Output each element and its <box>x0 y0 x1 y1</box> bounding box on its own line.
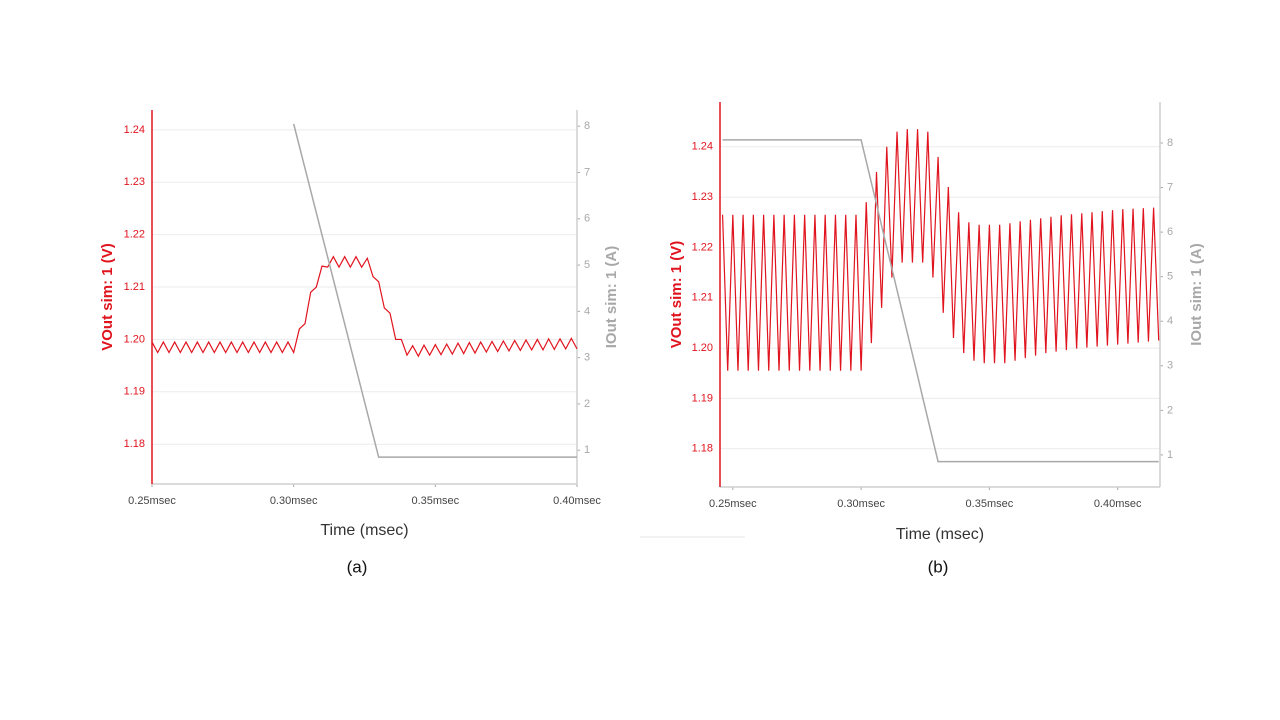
y2-tick-label: 2 <box>1167 404 1173 416</box>
y2-tick-label: 8 <box>1167 137 1173 149</box>
x-tick-label: 0.40msec <box>553 495 601 507</box>
series-line <box>292 123 577 458</box>
series-line <box>151 255 578 358</box>
x-tick-label: 0.35msec <box>966 498 1014 510</box>
y2-tick-label: 8 <box>584 120 590 132</box>
x-tick-label: 0.35msec <box>411 495 459 507</box>
y-axis-title: VOut sim: 1 (V) <box>99 243 116 351</box>
y2-tick-label: 3 <box>1167 360 1173 372</box>
y2-tick-label: 2 <box>584 398 590 410</box>
y-tick-label: 1.20 <box>692 342 713 354</box>
x-axis-title: Time (msec) <box>896 526 984 543</box>
y2-tick-label: 1 <box>1167 449 1173 461</box>
y2-tick-label: 3 <box>584 352 590 364</box>
y2-tick-label: 5 <box>584 259 590 271</box>
caption: (b) <box>928 557 949 576</box>
x-tick-label: 0.25msec <box>128 495 176 507</box>
x-tick-label: 0.30msec <box>270 495 318 507</box>
y-tick-label: 1.24 <box>124 124 145 136</box>
y-tick-label: 1.24 <box>692 141 713 153</box>
y2-tick-label: 1 <box>584 444 590 456</box>
y-tick-label: 1.22 <box>124 229 145 241</box>
series-line <box>722 139 1159 463</box>
x-tick-label: 0.25msec <box>709 498 757 510</box>
y-tick-label: 1.22 <box>692 241 713 253</box>
y2-tick-label: 5 <box>1167 271 1173 283</box>
y2-tick-label: 6 <box>1167 226 1173 238</box>
y2-tick-label: 4 <box>584 305 590 317</box>
y-tick-label: 1.18 <box>692 443 713 455</box>
x-tick-label: 0.30msec <box>837 498 885 510</box>
y2-tick-label: 6 <box>584 213 590 225</box>
y-tick-label: 1.21 <box>124 281 145 293</box>
y-tick-label: 1.19 <box>692 392 713 404</box>
y2-tick-label: 7 <box>1167 181 1173 193</box>
y2-axis-title: IOut sim: 1 (A) <box>603 246 620 349</box>
x-axis-title: Time (msec) <box>320 522 408 539</box>
y-tick-label: 1.18 <box>124 438 145 450</box>
y-axis-title: VOut sim: 1 (V) <box>668 241 685 349</box>
y2-tick-label: 4 <box>1167 315 1173 327</box>
series-line <box>721 129 1160 371</box>
y-tick-label: 1.20 <box>124 333 145 345</box>
x-tick-label: 0.40msec <box>1094 498 1142 510</box>
y2-axis-title: IOut sim: 1 (A) <box>1188 243 1205 346</box>
y-tick-label: 1.23 <box>692 191 713 203</box>
y-tick-label: 1.23 <box>124 176 145 188</box>
y-tick-label: 1.19 <box>124 386 145 398</box>
caption: (a) <box>347 557 368 576</box>
y-tick-label: 1.21 <box>692 292 713 304</box>
y2-tick-label: 7 <box>584 166 590 178</box>
